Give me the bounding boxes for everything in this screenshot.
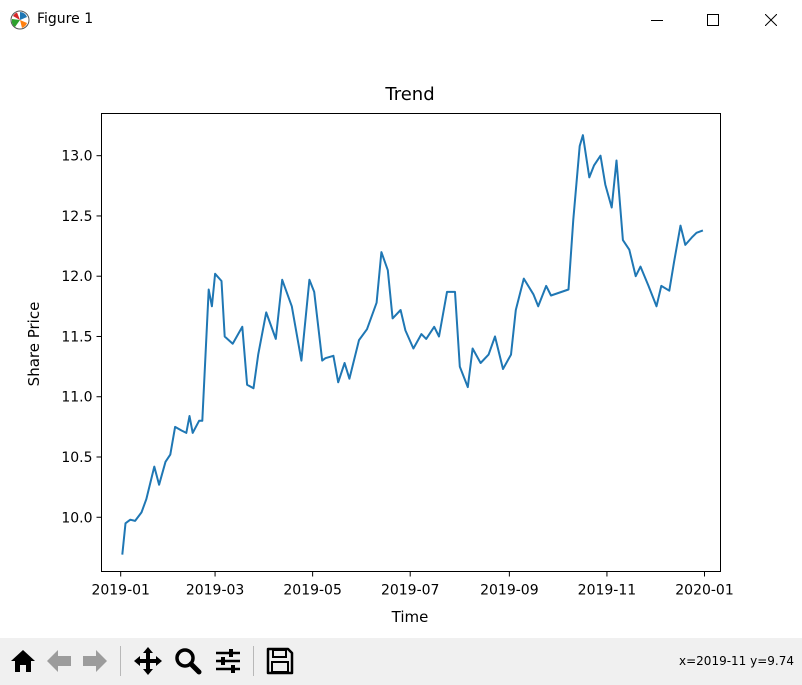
back-arrow-icon: [47, 650, 71, 672]
x-tick-label: 2019-05: [283, 583, 342, 599]
x-tick-label: 2019-09: [480, 583, 539, 599]
forward-button[interactable]: [79, 644, 111, 678]
window-title: Figure 1: [37, 11, 94, 27]
chart-title: Trend: [384, 84, 434, 105]
x-tick-label: 2019-07: [381, 583, 440, 599]
x-tick-label: 2019-01: [91, 583, 150, 599]
y-axis-label: Share Price: [25, 302, 43, 387]
save-icon: [266, 647, 294, 675]
figure-canvas[interactable]: Trend Time Share Price 10.0 10.5 11.0 11.5 1…: [0, 40, 802, 638]
maximize-button[interactable]: [690, 0, 736, 40]
home-button[interactable]: [7, 644, 39, 678]
x-tick-label: 2020-01: [675, 583, 734, 599]
y-axis-ticks: 10.0 10.5 11.0 11.5 12.0 12.5 13.0: [61, 149, 102, 526]
toolbar-separator: [253, 646, 254, 676]
cursor-coordinates: x=2019-11 y=9.74: [679, 654, 794, 668]
x-tick-label: 2019-03: [186, 583, 245, 599]
toolbar-separator: [120, 646, 121, 676]
y-tick-label: 10.5: [61, 450, 92, 466]
line-chart: Trend Time Share Price 10.010.511.011.51…: [25, 84, 734, 626]
home-icon: [11, 650, 35, 672]
minimize-icon: [651, 20, 663, 21]
y-tick-label: 11.5: [61, 329, 92, 345]
y-tick-label: 12.0: [61, 269, 92, 285]
minimize-button[interactable]: [634, 0, 680, 40]
y-tick-label: 10.0: [61, 510, 92, 526]
y-tick-label: 12.5: [61, 209, 92, 225]
navigation-toolbar: [0, 638, 802, 685]
zoom-button[interactable]: [172, 644, 204, 678]
pan-icon: [134, 647, 162, 675]
matplotlib-logo-icon: [10, 10, 30, 30]
pan-button[interactable]: [132, 644, 164, 678]
window-titlebar: Figure 1: [0, 0, 802, 40]
zoom-icon: [175, 648, 202, 675]
plot-lines: [121, 134, 704, 555]
close-icon: [765, 14, 777, 26]
back-button[interactable]: [43, 644, 75, 678]
x-axis-label: Time: [391, 608, 429, 626]
close-button[interactable]: [748, 0, 794, 40]
configure-subplots-icon: [216, 649, 240, 673]
plot-frame: [101, 113, 721, 572]
x-axis-ticks: 2019-01 2019-03 2019-05 2019-07 2019-09 2019-…: [91, 571, 734, 599]
y-tick-label: 13.0: [61, 149, 92, 165]
save-button[interactable]: [264, 644, 296, 678]
maximize-icon: [707, 14, 719, 26]
series-line: [121, 134, 704, 555]
forward-arrow-icon: [83, 650, 107, 672]
x-tick-label: 2019-11: [578, 583, 637, 599]
y-tick-label: 11.0: [61, 390, 92, 406]
configure-subplots-button[interactable]: [212, 644, 244, 678]
